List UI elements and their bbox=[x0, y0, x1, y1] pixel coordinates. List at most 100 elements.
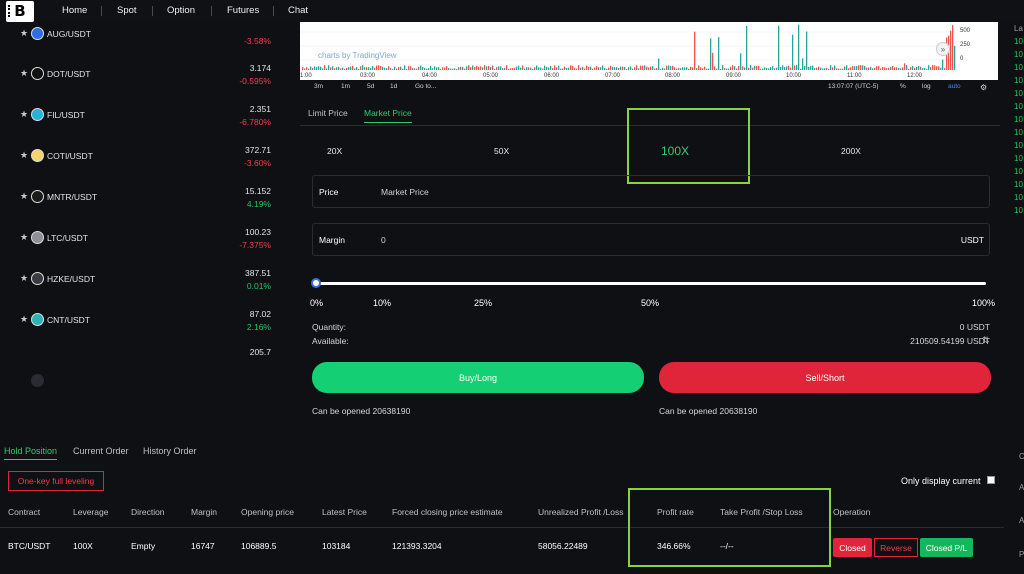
leverage-200x[interactable]: 200X bbox=[841, 146, 861, 156]
logo[interactable]: B bbox=[6, 1, 34, 22]
market-change: 4.19% bbox=[246, 199, 271, 209]
amount-slider-track[interactable] bbox=[316, 282, 986, 285]
market-row[interactable]: 205.7 bbox=[0, 336, 276, 387]
market-row[interactable]: ★ MNTR/USDT 15.152 4.19% bbox=[0, 175, 276, 215]
volume-bar bbox=[930, 67, 932, 70]
volume-bar bbox=[766, 67, 768, 70]
market-row[interactable]: ★ AUG/USDT -3.58% bbox=[0, 12, 276, 52]
favorite-star-icon[interactable]: ★ bbox=[20, 191, 29, 201]
available-value: 210509.54199 USDT bbox=[910, 336, 990, 346]
volume-bar bbox=[850, 67, 852, 70]
favorite-star-icon[interactable]: ★ bbox=[20, 273, 29, 283]
volume-bar bbox=[498, 66, 500, 70]
nav-home[interactable]: Home bbox=[62, 5, 88, 16]
volume-bar bbox=[900, 68, 902, 70]
sell-short-button[interactable]: Sell/Short bbox=[659, 362, 991, 393]
amount-slider-handle[interactable] bbox=[311, 278, 321, 288]
percent-toggle[interactable]: % bbox=[900, 83, 906, 90]
nav-spot[interactable]: Spot bbox=[117, 5, 137, 16]
nav-option[interactable]: Option bbox=[167, 5, 195, 16]
volume-bar bbox=[392, 68, 394, 70]
slider-label-50[interactable]: 50% bbox=[641, 298, 660, 308]
tab-market-price[interactable]: Market Price bbox=[364, 108, 412, 123]
volume-bar bbox=[372, 66, 374, 70]
volume-bar bbox=[726, 68, 728, 70]
leverage-50x[interactable]: 50X bbox=[494, 146, 510, 156]
volume-bar bbox=[730, 66, 732, 70]
slider-label-0[interactable]: 0% bbox=[310, 298, 324, 308]
volume-bar bbox=[578, 65, 580, 70]
market-row[interactable]: ★ CNT/USDT 87.02 2.16% bbox=[0, 298, 276, 338]
settings-gear-icon[interactable]: ⚙ bbox=[980, 83, 988, 92]
scroll-right-icon[interactable]: » bbox=[936, 42, 950, 56]
volume-bar bbox=[746, 25, 748, 71]
leverage-100x[interactable]: 100X bbox=[661, 144, 690, 158]
volume-bar bbox=[534, 67, 536, 70]
one-key-leveling-button[interactable]: One-key full leveling bbox=[8, 471, 104, 491]
volume-bar bbox=[386, 68, 388, 70]
range-1d[interactable]: 1d bbox=[390, 83, 398, 90]
favorite-star-icon[interactable]: ★ bbox=[20, 232, 29, 242]
margin-field[interactable]: Margin 0 USDT bbox=[312, 223, 990, 256]
volume-bar bbox=[880, 68, 882, 70]
volume-bar bbox=[366, 67, 368, 70]
volume-bar bbox=[898, 67, 900, 70]
nav-chat[interactable]: Chat bbox=[288, 5, 309, 16]
volume-bar bbox=[604, 68, 606, 70]
price-field[interactable]: Price Market Price bbox=[312, 175, 990, 208]
volume-bar bbox=[474, 67, 476, 70]
closed-pl-button[interactable]: Closed P/L bbox=[920, 538, 973, 557]
favorite-star-icon[interactable]: ★ bbox=[20, 109, 29, 119]
volume-bar bbox=[600, 67, 602, 70]
table-divider bbox=[0, 527, 1004, 528]
volume-bar bbox=[438, 67, 440, 70]
only-display-current-checkbox[interactable] bbox=[987, 476, 995, 484]
tab-limit-price[interactable]: Limit Price bbox=[308, 108, 348, 118]
transfer-icon[interactable]: ⇅ bbox=[982, 335, 990, 345]
favorite-star-icon[interactable]: ★ bbox=[20, 150, 29, 160]
orderbook-cell: 10 bbox=[1014, 63, 1023, 72]
tab-current-order[interactable]: Current Order bbox=[73, 446, 129, 456]
volume-bar bbox=[596, 65, 598, 70]
range-3m[interactable]: 3m bbox=[314, 83, 324, 90]
favorite-star-icon[interactable]: ★ bbox=[20, 28, 29, 38]
range-1m[interactable]: 1m bbox=[341, 83, 351, 90]
leverage-20x[interactable]: 20X bbox=[327, 146, 343, 156]
volume-bar bbox=[662, 67, 664, 70]
edge-cutoff-text: A bbox=[1019, 483, 1024, 492]
favorite-star-icon[interactable]: ★ bbox=[20, 314, 29, 324]
volume-bar bbox=[334, 68, 336, 70]
buy-long-button[interactable]: Buy/Long bbox=[312, 362, 644, 393]
tab-history-order[interactable]: History Order bbox=[143, 446, 197, 456]
market-row[interactable]: ★ HZKE/USDT 387.51 0.01% bbox=[0, 257, 276, 297]
volume-bar bbox=[346, 68, 348, 70]
range-5d[interactable]: 5d bbox=[367, 83, 375, 90]
volume-bar bbox=[760, 68, 762, 70]
closed-button[interactable]: Closed bbox=[833, 538, 872, 557]
auto-toggle[interactable]: auto bbox=[948, 83, 961, 90]
volume-bar bbox=[462, 66, 464, 70]
tab-hold-position[interactable]: Hold Position bbox=[4, 446, 58, 460]
market-row[interactable]: ★ LTC/USDT 100.23 -7.375% bbox=[0, 216, 276, 256]
volume-bar bbox=[920, 66, 922, 70]
volume-bar bbox=[316, 67, 318, 70]
nav-futures[interactable]: Futures bbox=[227, 5, 260, 16]
volume-bar bbox=[560, 68, 562, 70]
reverse-button[interactable]: Reverse bbox=[874, 538, 918, 557]
volume-bar bbox=[420, 65, 422, 70]
market-row[interactable]: ★ COTI/USDT 372.71 -3.60% bbox=[0, 134, 276, 174]
goto-button[interactable]: Go to... bbox=[415, 83, 437, 90]
slider-label-10[interactable]: 10% bbox=[373, 298, 392, 308]
log-toggle[interactable]: log bbox=[922, 83, 931, 90]
volume-bar bbox=[806, 31, 808, 70]
market-row[interactable]: ★ DOT/USDT 3.174 -0.595% bbox=[0, 52, 276, 92]
favorite-star-icon[interactable]: ★ bbox=[20, 68, 29, 78]
volume-bar bbox=[634, 67, 636, 70]
margin-input[interactable]: 0 bbox=[381, 235, 386, 245]
volume-bar bbox=[586, 65, 588, 70]
slider-label-100[interactable]: 100% bbox=[972, 298, 996, 308]
slider-label-25[interactable]: 25% bbox=[474, 298, 493, 308]
volume-bar bbox=[332, 66, 334, 70]
market-row[interactable]: ★ FIL/USDT 2.351 -6.780% bbox=[0, 93, 276, 133]
volume-bar bbox=[904, 63, 906, 70]
